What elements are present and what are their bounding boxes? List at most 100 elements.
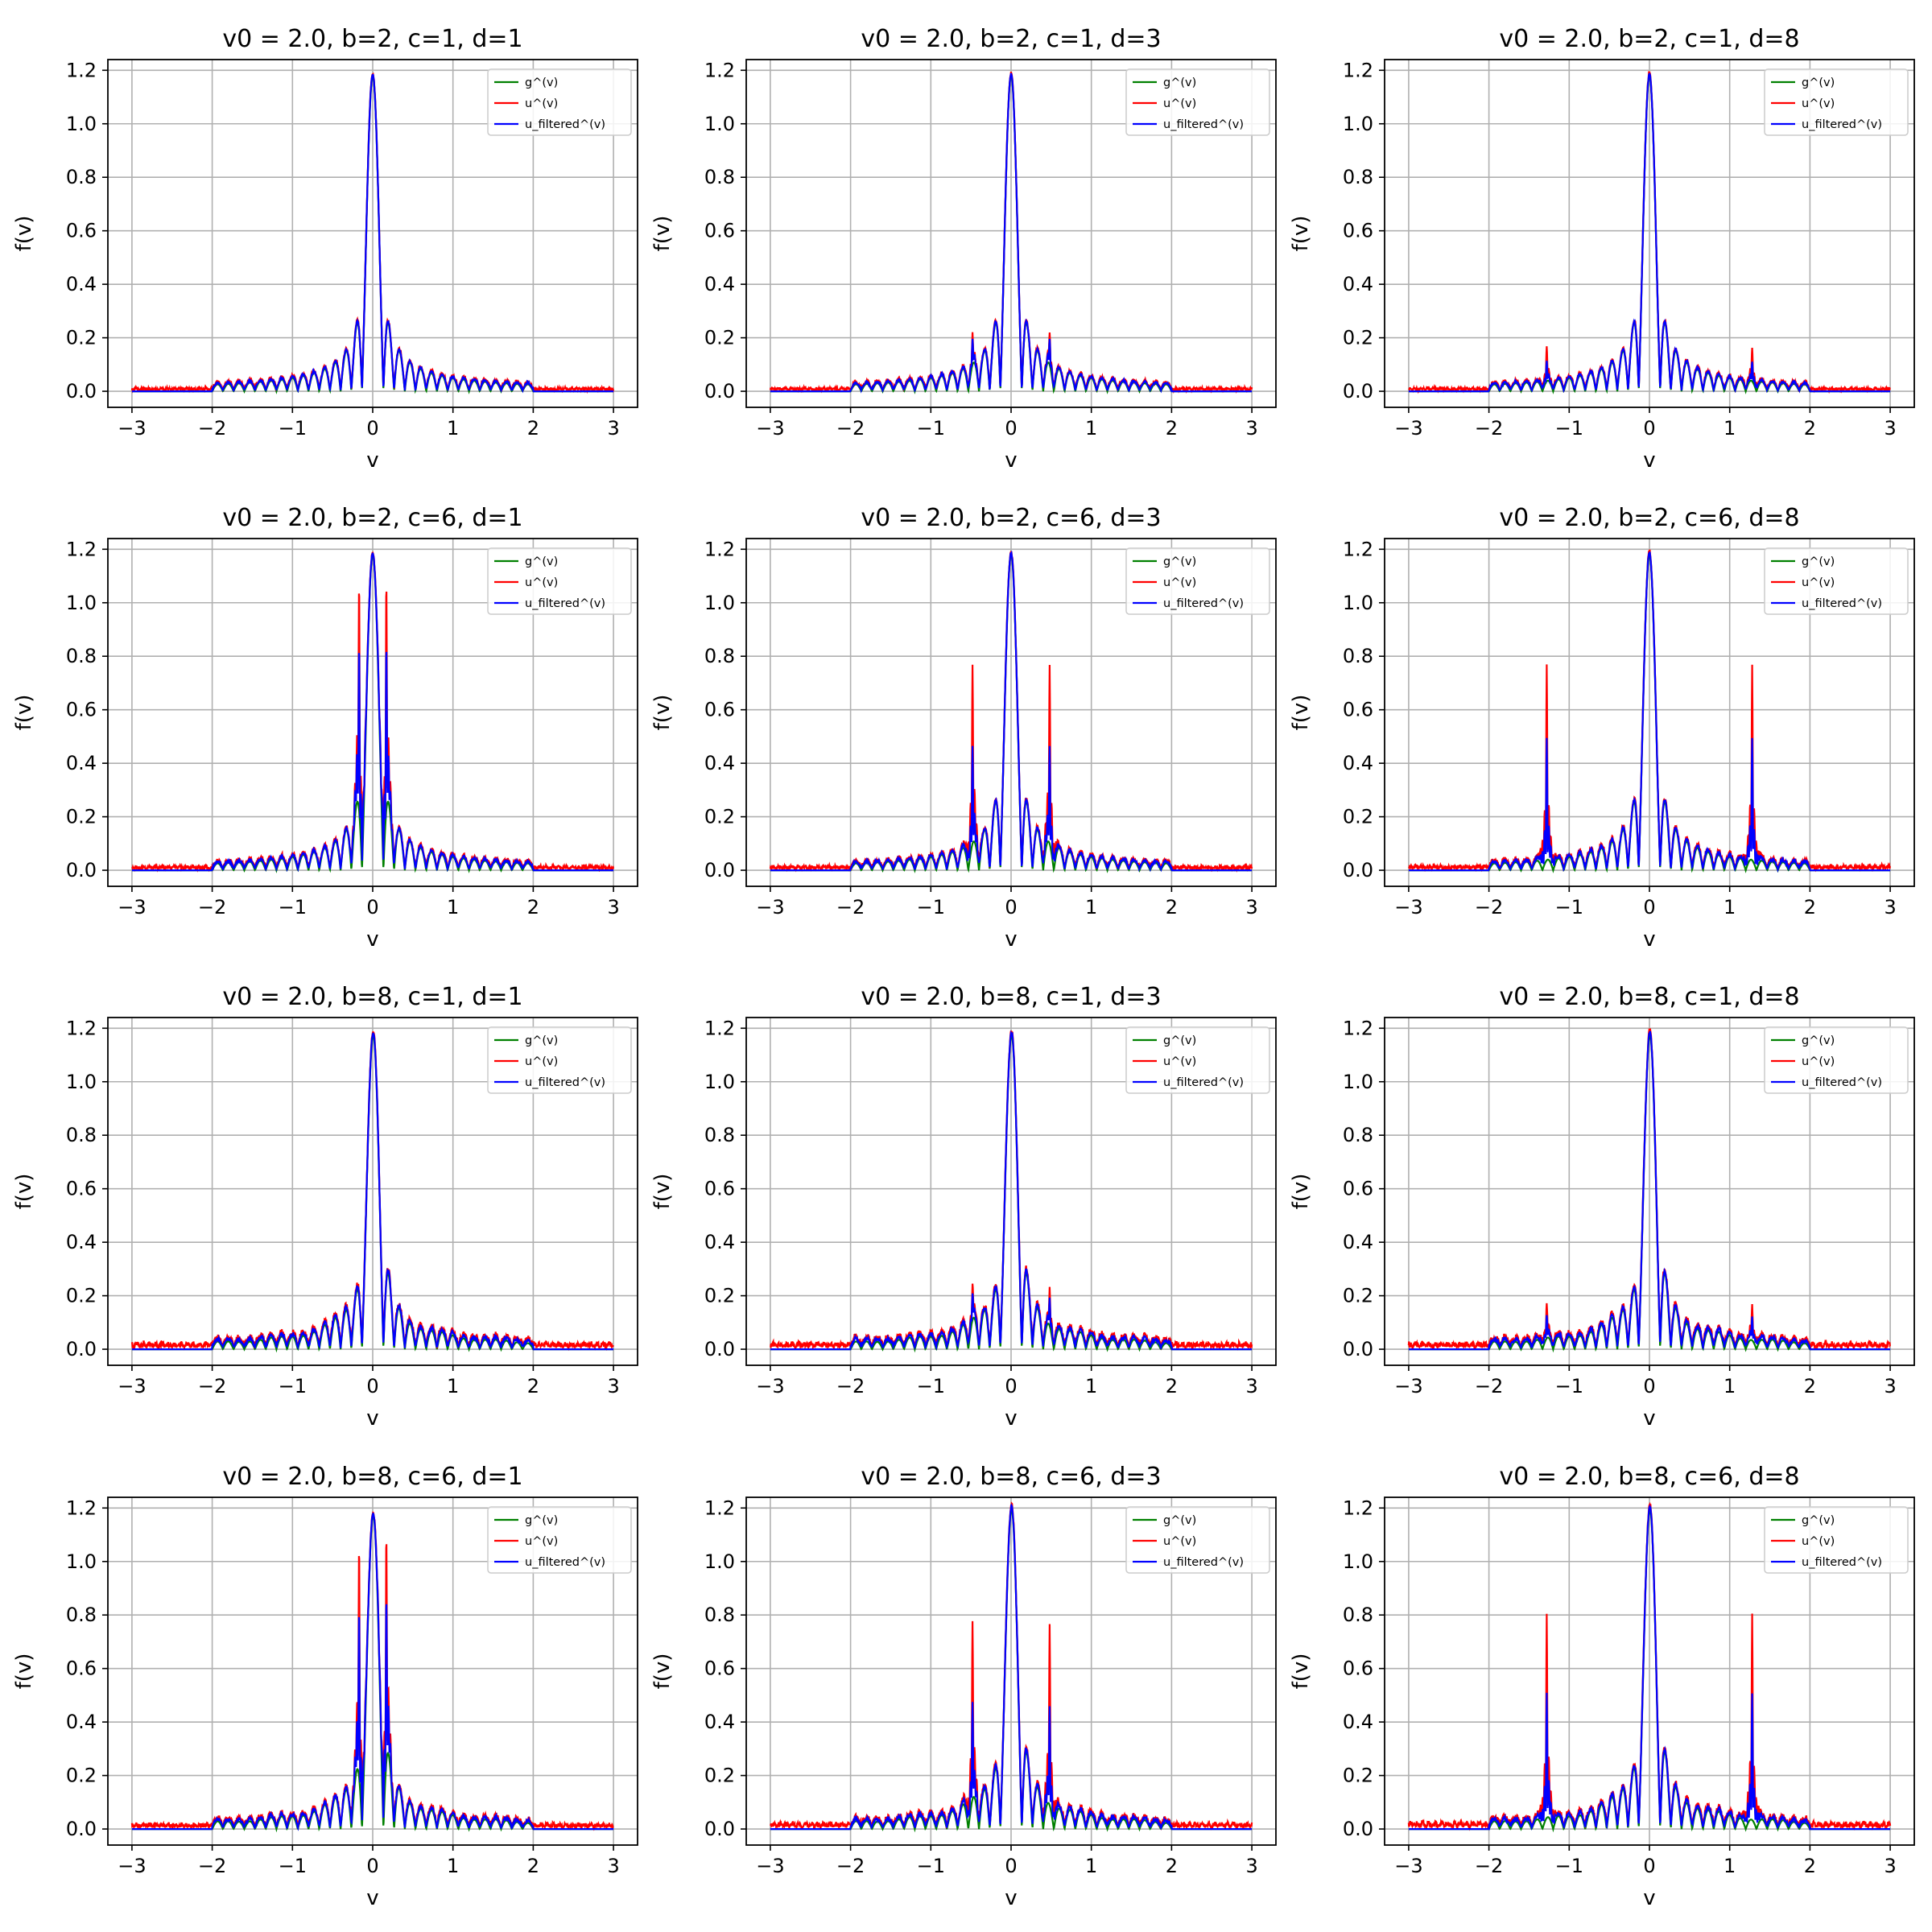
x-tick-label: 3 [607, 1855, 619, 1877]
legend-box [1764, 68, 1909, 136]
x-tick-label: −3 [118, 896, 146, 919]
y-tick-label: 1.2 [704, 1496, 735, 1519]
chart-panel: −3 −2 −1 0 1 2 3 0.0 0.2 0.4 0.6 0.8 1.0 1.2 g^(v) u^(v… [650, 983, 1277, 1430]
y-tick-label: 0.0 [1343, 859, 1373, 881]
legend-label: g^(v) [525, 1034, 558, 1047]
x-tick-label: −1 [917, 1855, 945, 1877]
y-tick-label: 0.8 [704, 645, 735, 667]
x-tick-label: 3 [1884, 417, 1896, 440]
y-tick-label: 0.0 [66, 380, 97, 402]
y-axis-label: f(v) [12, 1174, 36, 1210]
y-tick-label: 0.2 [1343, 1765, 1373, 1787]
legend-box [487, 547, 632, 615]
legend-label: g^(v) [525, 555, 558, 568]
y-tick-label: 1.2 [704, 1017, 735, 1039]
y-axis-label: f(v) [1289, 1174, 1313, 1210]
legend-label: u_filtered^(v) [1802, 1556, 1882, 1569]
y-tick-label: 0.4 [704, 273, 735, 295]
x-axis-label: v [366, 1406, 378, 1430]
x-tick-label: 3 [1884, 1855, 1896, 1877]
x-tick-label: −3 [118, 1375, 146, 1397]
x-tick-label: −2 [1475, 896, 1503, 919]
y-tick-label: 0.0 [1343, 1818, 1373, 1840]
legend-label: u^(v) [525, 97, 558, 110]
series-line-u-filtered [1408, 1504, 1891, 1831]
legend-label: u^(v) [1802, 1535, 1835, 1548]
series-line-u-filtered [1408, 1030, 1891, 1351]
x-tick-label: −2 [1475, 1855, 1503, 1877]
y-tick-label: 0.4 [1343, 1231, 1373, 1253]
y-tick-label: 1.0 [66, 113, 97, 135]
legend-label: u_filtered^(v) [525, 1556, 605, 1569]
y-tick-label: 0.0 [66, 859, 97, 881]
series-line-u-filtered [131, 551, 614, 873]
legend-label: g^(v) [1163, 1514, 1196, 1527]
legend-box [1125, 68, 1270, 136]
legend-label: u_filtered^(v) [1802, 118, 1882, 131]
y-tick-label: 0.6 [66, 699, 97, 721]
x-tick-label: 0 [1643, 1855, 1655, 1877]
legend-label: u^(v) [525, 576, 558, 589]
y-tick-label: 1.0 [704, 592, 735, 614]
x-axis-label: v [366, 927, 378, 952]
chart-title: v0 = 2.0, b=2, c=6, d=1 [222, 504, 522, 532]
chart-title: v0 = 2.0, b=2, c=1, d=8 [1499, 25, 1799, 53]
x-tick-label: 2 [527, 1375, 539, 1397]
x-tick-label: 2 [527, 896, 539, 919]
y-tick-label: 1.0 [1343, 113, 1373, 135]
series-line-u-filtered [131, 1032, 614, 1351]
x-tick-label: 3 [1245, 1855, 1257, 1877]
x-tick-label: −2 [198, 1855, 226, 1877]
y-tick-label: 1.0 [66, 592, 97, 614]
chart-title: v0 = 2.0, b=2, c=6, d=3 [861, 504, 1161, 532]
chart-panel: −3 −2 −1 0 1 2 3 0.0 0.2 0.4 0.6 0.8 1.0 1.2 g^(v) u^(v… [650, 1463, 1277, 1910]
y-tick-label: 0.6 [704, 1657, 735, 1680]
y-axis-label: f(v) [12, 695, 36, 731]
y-tick-label: 0.4 [1343, 752, 1373, 774]
legend-label: u^(v) [1163, 1535, 1196, 1548]
series-line-u-filtered [770, 1503, 1253, 1831]
chart-title: v0 = 2.0, b=2, c=1, d=1 [222, 25, 522, 53]
x-tick-label: 1 [1085, 896, 1097, 919]
y-tick-label: 1.2 [66, 1017, 97, 1039]
plot-frame [1384, 1017, 1915, 1366]
chart-panel: −3 −2 −1 0 1 2 3 0.0 0.2 0.4 0.6 0.8 1.0 1.2 g^(v) u^(v… [1289, 983, 1915, 1430]
x-tick-label: 1 [447, 417, 459, 440]
x-axis-label: v [1005, 1886, 1017, 1910]
legend-label: u^(v) [1802, 576, 1835, 589]
x-tick-label: 0 [1643, 417, 1655, 440]
x-tick-label: −2 [1475, 1375, 1503, 1397]
y-tick-label: 1.0 [66, 1550, 97, 1573]
x-axis-label: v [1643, 927, 1655, 952]
y-tick-label: 0.6 [1343, 220, 1373, 242]
x-tick-label: −2 [836, 896, 865, 919]
y-tick-label: 0.6 [1343, 1657, 1373, 1680]
x-tick-label: −3 [1394, 1375, 1422, 1397]
x-tick-label: 1 [1085, 417, 1097, 440]
y-tick-label: 1.2 [1343, 538, 1373, 560]
x-tick-label: −2 [1475, 417, 1503, 440]
x-tick-label: 1 [447, 896, 459, 919]
y-tick-label: 0.4 [704, 1231, 735, 1253]
x-tick-label: −3 [1394, 417, 1422, 440]
x-tick-label: 0 [1005, 896, 1017, 919]
y-tick-label: 1.0 [704, 1550, 735, 1573]
x-axis-label: v [1005, 927, 1017, 952]
y-tick-label: 0.2 [66, 1285, 97, 1307]
y-tick-label: 0.8 [1343, 166, 1373, 188]
x-tick-label: −1 [279, 417, 307, 440]
x-tick-label: −2 [836, 1855, 865, 1877]
x-tick-label: 0 [1643, 1375, 1655, 1397]
y-axis-label: f(v) [12, 216, 36, 252]
y-tick-label: 0.0 [1343, 1338, 1373, 1360]
y-tick-label: 0.8 [66, 166, 97, 188]
x-tick-label: 1 [1085, 1855, 1097, 1877]
legend-label: u_filtered^(v) [1802, 1076, 1882, 1089]
x-tick-label: 2 [1166, 1855, 1178, 1877]
chart-panel: −3 −2 −1 0 1 2 3 0.0 0.2 0.4 0.6 0.8 1.0 1.2 g^(v) u^(v… [1289, 504, 1915, 952]
y-tick-label: 0.8 [704, 1604, 735, 1626]
x-axis-label: v [1643, 1886, 1655, 1910]
x-tick-label: 1 [1724, 1375, 1736, 1397]
y-tick-label: 0.8 [1343, 1124, 1373, 1146]
legend-box [1125, 1026, 1270, 1094]
